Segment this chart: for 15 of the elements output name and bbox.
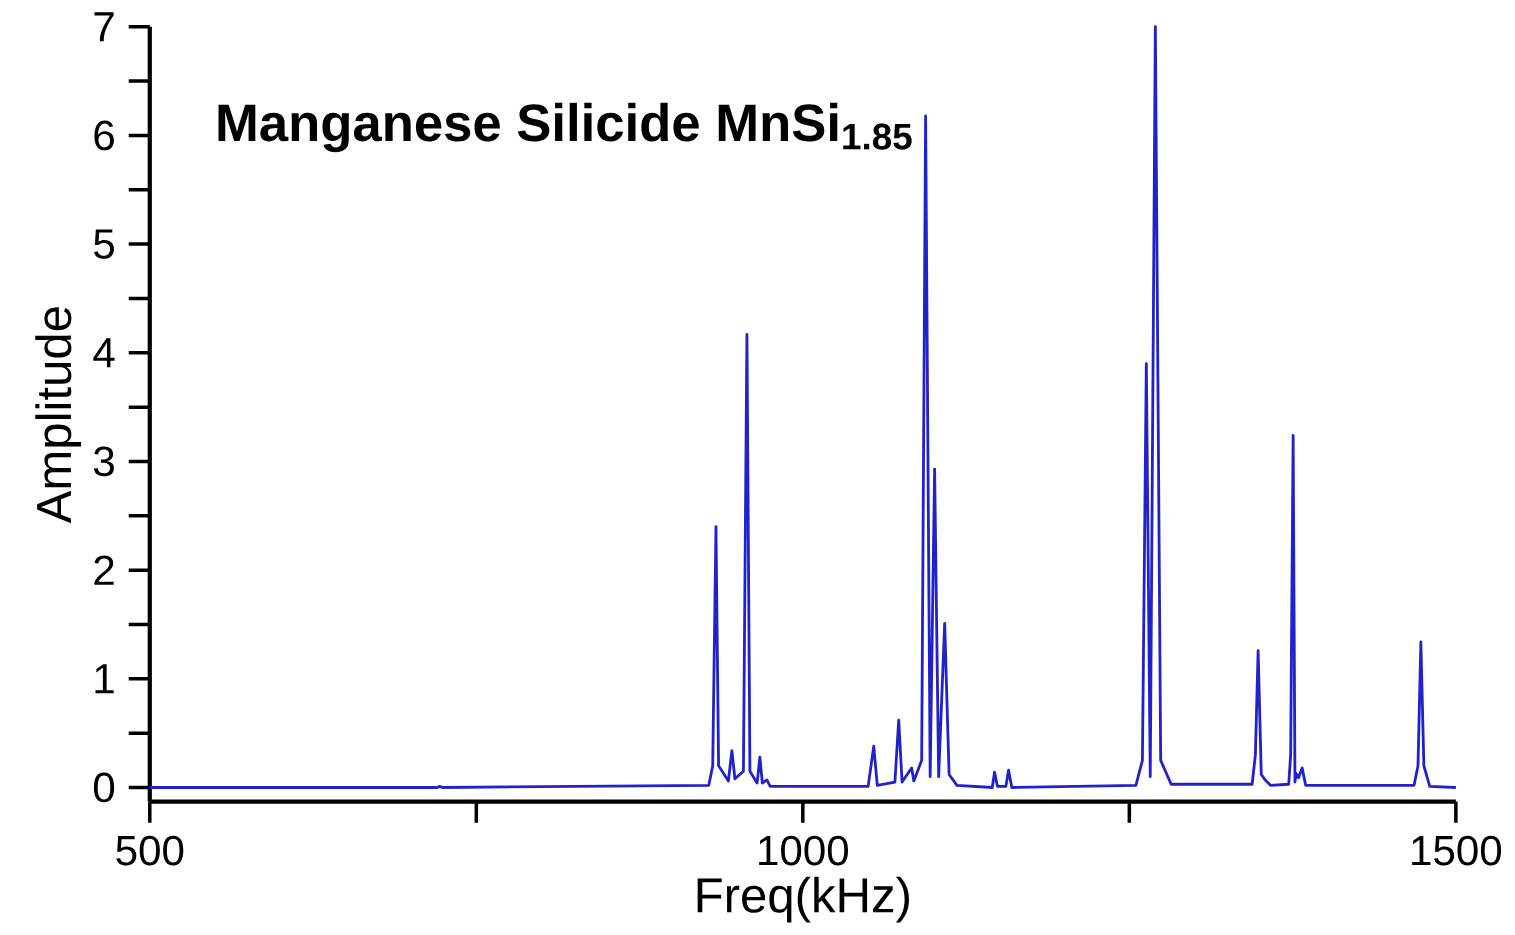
y-tick-label: 1: [95, 664, 114, 694]
y-tick-label: 4: [93, 338, 115, 368]
y-tick-label: 0: [93, 772, 115, 803]
y-tick-label: 2: [94, 555, 114, 585]
y-tick-label: 7: [94, 12, 114, 42]
x-tick-label: 1500: [1412, 835, 1502, 866]
line-series: [148, 25, 1458, 789]
x-tick-label: 1000: [759, 835, 849, 866]
text: Manganese Silicide MnSi$_{1.85}$: [218, 102, 912, 153]
y-tick-label: 5: [94, 229, 114, 259]
x-tick-label: 500: [116, 835, 184, 866]
y-axis-title: Amplitude: [35, 307, 82, 524]
x-axis-title: Freq(kHz): [697, 876, 909, 923]
y-tick-label: 3: [93, 446, 114, 477]
y-tick-label: 6: [94, 120, 114, 151]
